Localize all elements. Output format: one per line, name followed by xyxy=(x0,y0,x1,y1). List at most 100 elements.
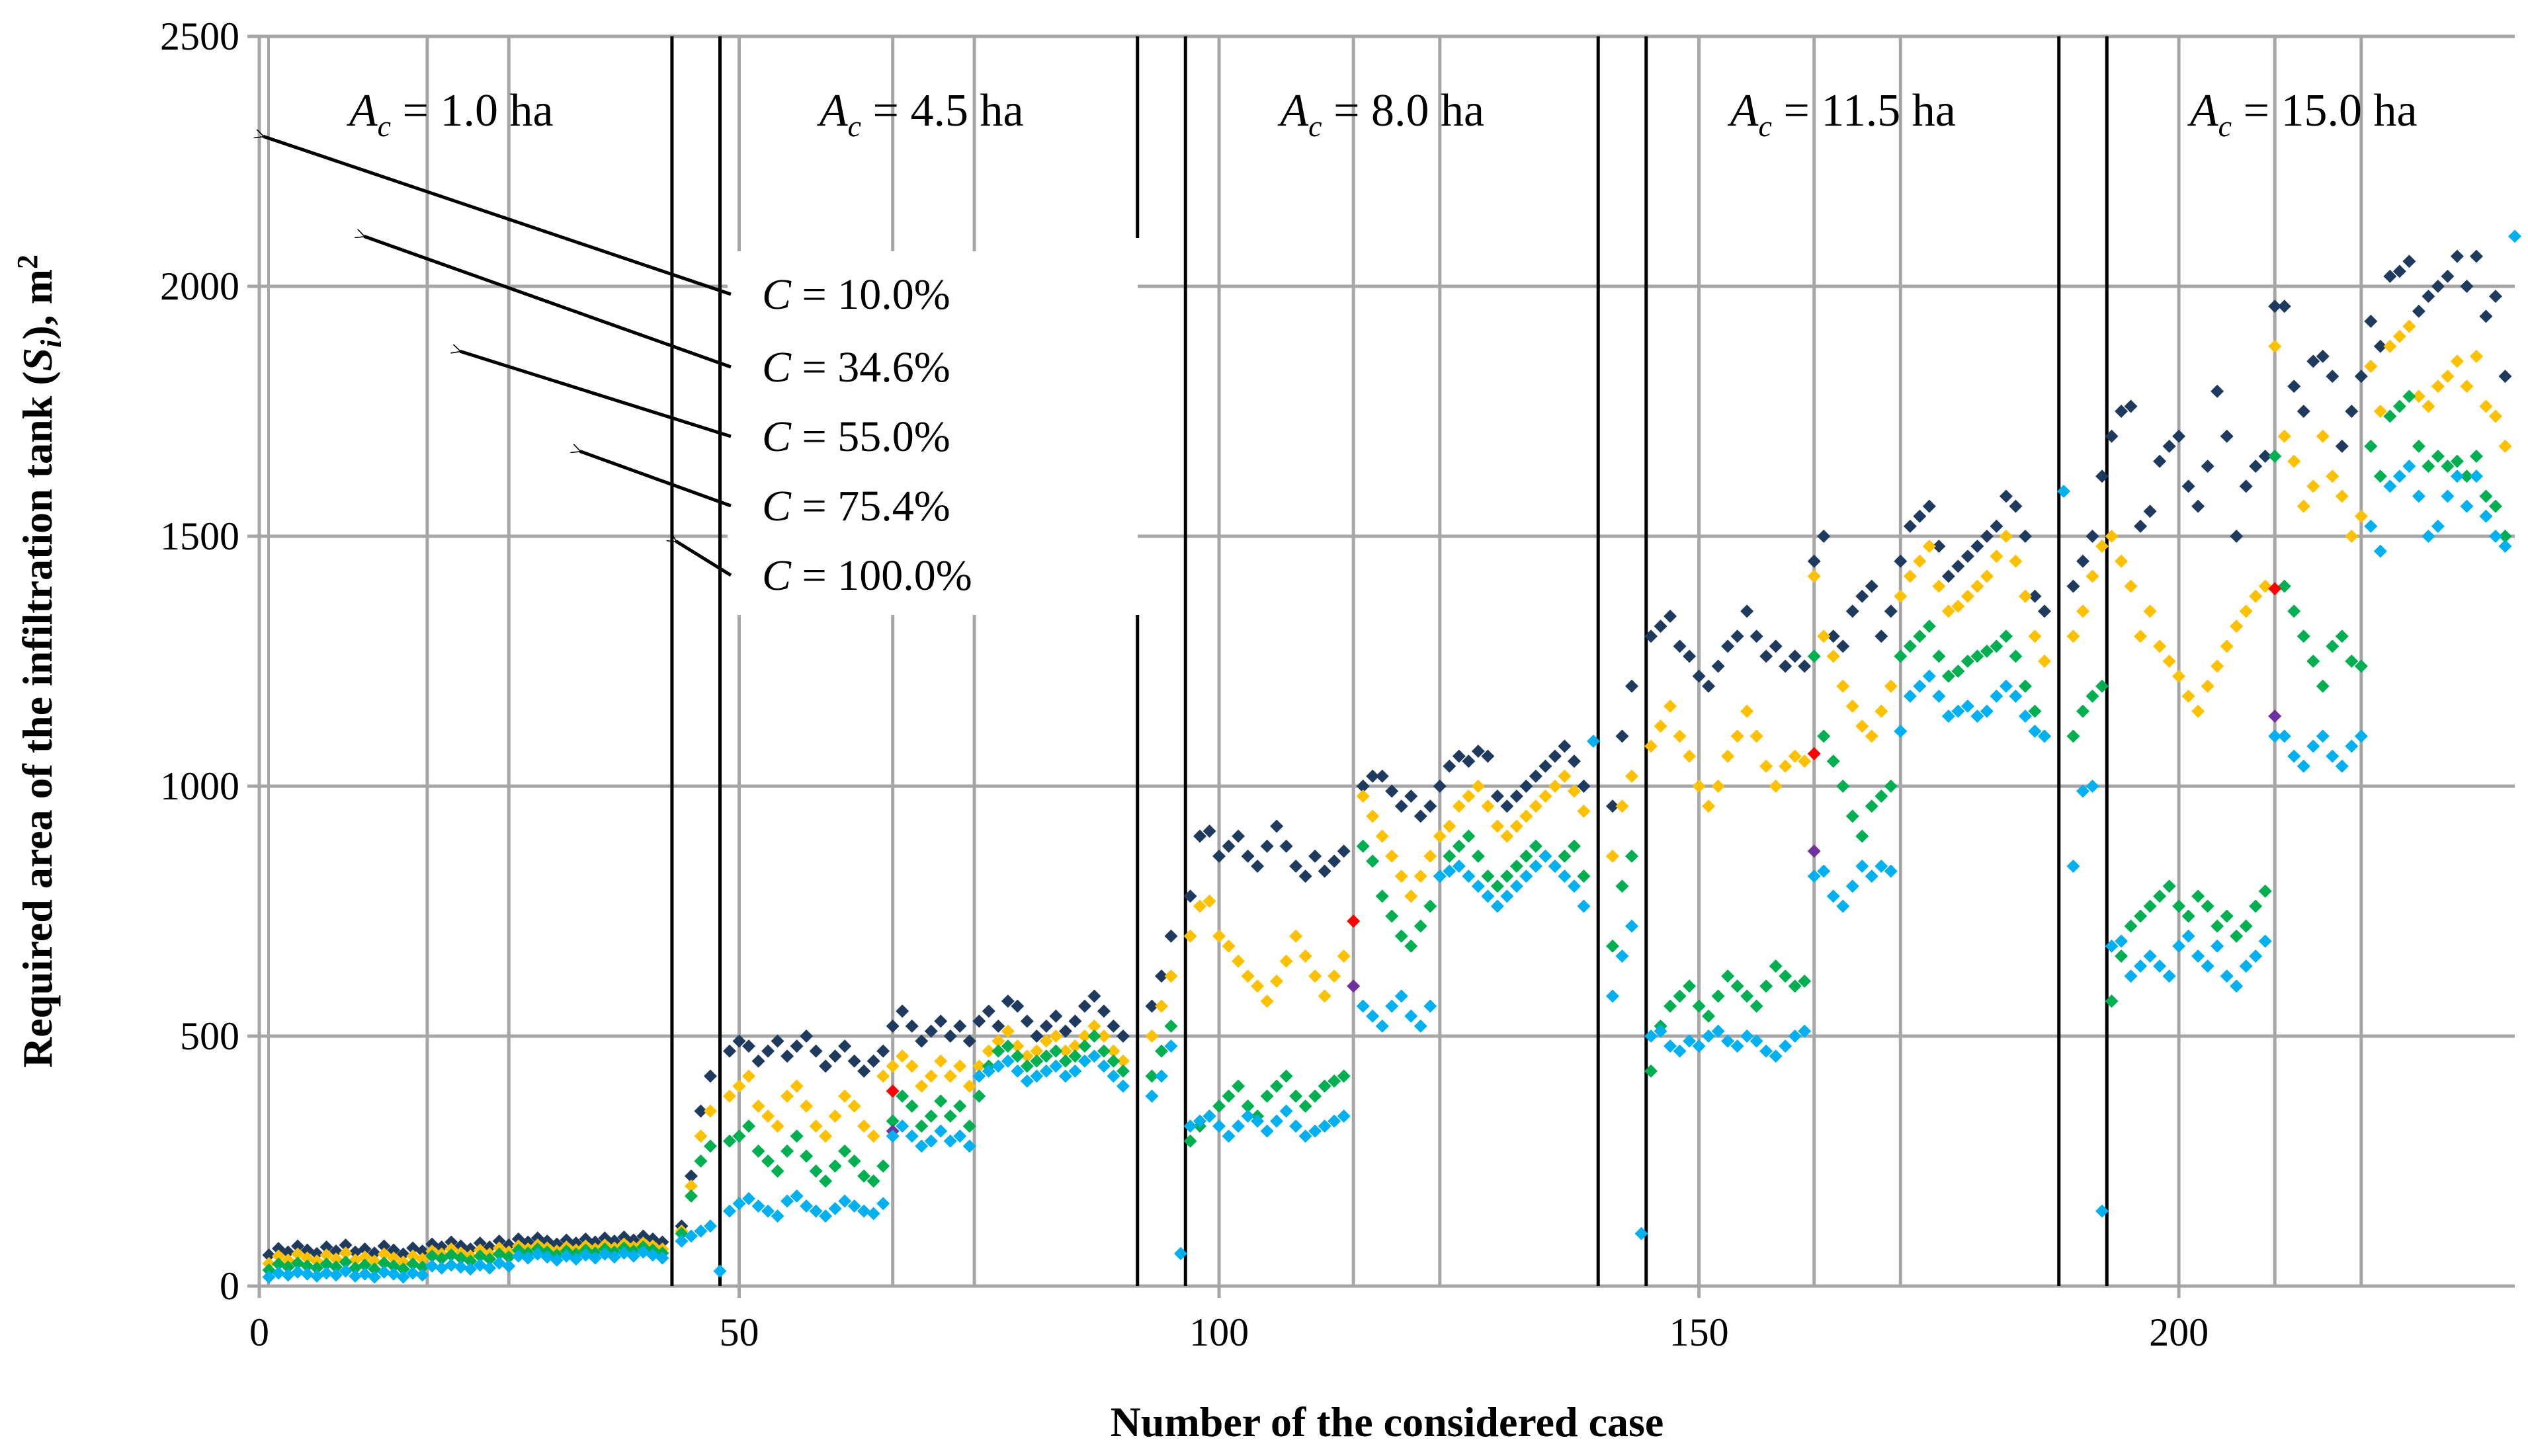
data-point xyxy=(1875,629,1888,643)
data-point xyxy=(1721,1034,1735,1048)
data-point xyxy=(368,1270,382,1284)
data-point xyxy=(435,1240,448,1254)
data-point xyxy=(2364,439,2378,453)
data-point xyxy=(1673,729,1687,743)
data-point xyxy=(2249,589,2263,603)
data-point xyxy=(732,1197,746,1211)
data-point xyxy=(1884,679,1898,693)
data-point xyxy=(1077,1030,1091,1043)
data-point xyxy=(1232,1079,1245,1093)
data-point xyxy=(1039,1034,1053,1048)
data-point xyxy=(2143,604,2157,618)
data-point xyxy=(896,1049,909,1063)
data-point xyxy=(1020,1074,1034,1088)
data-point xyxy=(2469,469,2483,483)
data-point xyxy=(1116,1054,1130,1068)
data-point xyxy=(2115,405,2128,418)
data-point xyxy=(2230,530,2244,543)
data-point xyxy=(1366,809,1380,823)
data-point xyxy=(943,1134,957,1148)
data-point xyxy=(1308,969,1322,983)
data-point xyxy=(2143,505,2157,518)
data-point xyxy=(2392,399,2406,413)
legend-label-4: C = 75.4% xyxy=(762,482,950,530)
data-point xyxy=(819,1174,833,1188)
data-point xyxy=(1366,1009,1380,1023)
data-point xyxy=(1030,1069,1044,1083)
data-point xyxy=(924,1134,938,1148)
data-point xyxy=(2460,469,2474,483)
data-point xyxy=(1462,754,1476,768)
data-point xyxy=(838,1144,852,1158)
data-point xyxy=(1548,780,1562,793)
data-point xyxy=(1308,849,1322,863)
data-point xyxy=(1318,864,1331,878)
data-point xyxy=(1318,1079,1331,1093)
data-point xyxy=(2422,290,2435,303)
data-point xyxy=(1845,879,1859,893)
data-point xyxy=(2009,649,2023,663)
data-point xyxy=(310,1261,324,1275)
data-point xyxy=(1529,839,1542,853)
data-point xyxy=(1385,999,1399,1013)
data-point xyxy=(761,1044,775,1058)
series-3 xyxy=(262,389,2512,1277)
y-tick-label: 500 xyxy=(180,1014,239,1058)
data-point xyxy=(2469,249,2483,263)
data-point xyxy=(1404,889,1418,903)
data-point xyxy=(943,1030,957,1043)
data-point xyxy=(2422,460,2435,473)
data-point xyxy=(1577,804,1591,818)
data-point xyxy=(1423,799,1437,813)
data-point xyxy=(1865,729,1878,743)
data-point xyxy=(876,1044,890,1058)
data-point xyxy=(1855,829,1869,843)
y-tick-label: 2500 xyxy=(160,15,239,58)
data-point xyxy=(1798,754,1812,768)
data-point xyxy=(2181,909,2195,923)
legend-arrow-2 xyxy=(364,236,732,369)
data-point xyxy=(1232,829,1245,843)
data-point xyxy=(1740,1030,1754,1043)
data-point xyxy=(2018,589,2032,603)
data-point xyxy=(991,1044,1005,1058)
data-point xyxy=(1260,1089,1274,1103)
data-point xyxy=(2018,709,2032,723)
data-point xyxy=(1087,989,1101,1003)
data-point xyxy=(1251,859,1265,873)
data-point xyxy=(1567,879,1581,893)
data-point xyxy=(1077,999,1091,1013)
series-6 xyxy=(886,582,2282,1098)
data-point xyxy=(2095,540,2109,553)
data-point xyxy=(2460,499,2474,513)
data-point xyxy=(1212,849,1226,863)
data-point xyxy=(483,1261,497,1275)
data-point xyxy=(2412,304,2425,318)
data-point xyxy=(1116,1079,1130,1093)
data-point xyxy=(1999,629,2013,643)
data-point xyxy=(2172,429,2186,443)
data-point xyxy=(742,1192,756,1205)
data-point xyxy=(511,1249,525,1263)
data-point xyxy=(2066,579,2080,593)
data-point xyxy=(2105,994,2119,1008)
data-point xyxy=(2364,519,2378,533)
data-point xyxy=(2296,629,2310,643)
data-point xyxy=(1164,1019,1178,1033)
data-point xyxy=(2143,950,2157,963)
data-point xyxy=(1471,780,1485,793)
data-point xyxy=(1749,729,1763,743)
data-point xyxy=(704,1104,717,1118)
data-point xyxy=(991,1034,1005,1048)
data-point xyxy=(1567,784,1581,798)
legend-arrow-3 xyxy=(460,351,732,438)
data-point xyxy=(962,1079,976,1093)
data-point xyxy=(2191,704,2205,718)
data-point xyxy=(1327,1114,1341,1128)
data-point xyxy=(2354,509,2368,523)
data-point xyxy=(1366,769,1380,783)
data-point xyxy=(2326,469,2339,483)
data-point xyxy=(1337,844,1351,858)
data-point xyxy=(2383,479,2397,493)
data-point xyxy=(876,1159,890,1173)
